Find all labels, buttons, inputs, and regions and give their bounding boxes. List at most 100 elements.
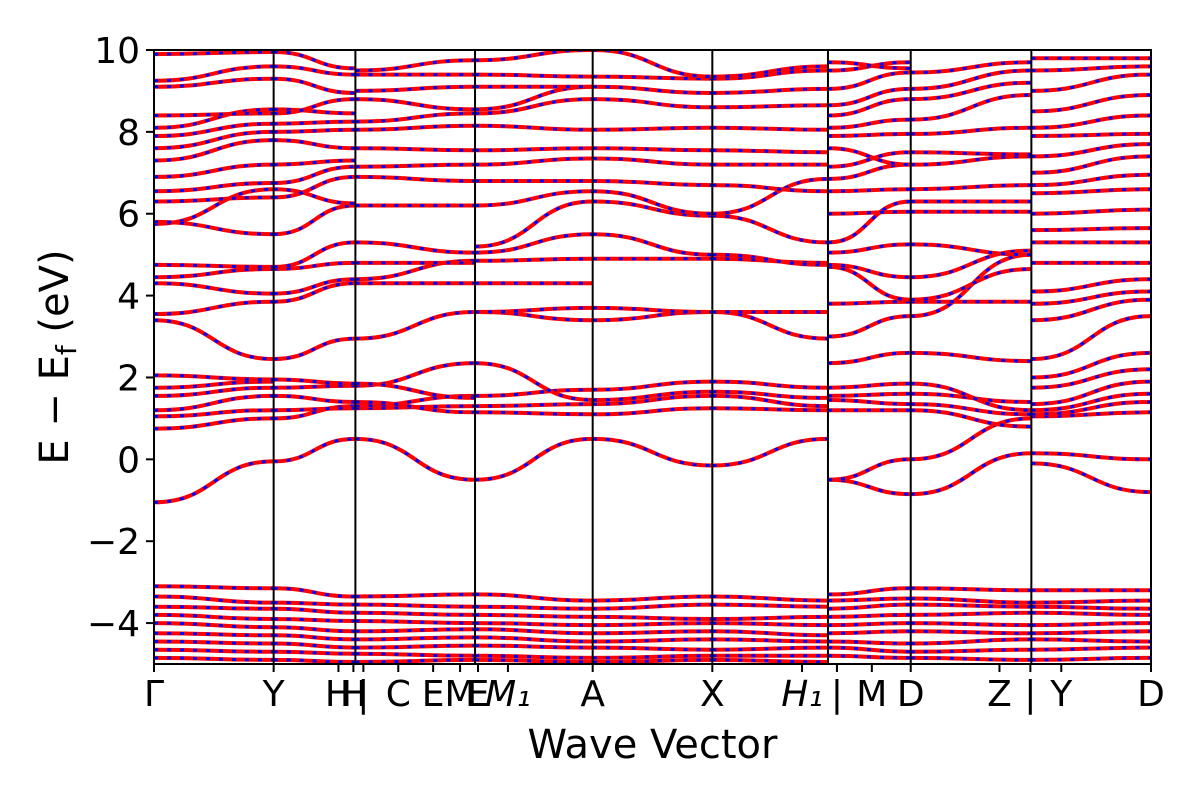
band-line-red-3-23 [474, 612, 593, 619]
band-line-red-0-23 [154, 64, 274, 83]
band-line-blue-7-18 [910, 93, 1032, 122]
band-line-red-0-29 [154, 621, 274, 630]
band-line-red-6-12 [827, 199, 911, 245]
band-line-red-5-3 [712, 379, 829, 390]
band-line-blue-8-9 [1031, 298, 1151, 322]
y-tick-label-3: 4 [117, 277, 140, 318]
band-line-blue-5-7 [712, 257, 829, 265]
band-line-red-7-15 [910, 154, 1032, 167]
band-line-blue-1-15 [273, 159, 356, 167]
band-line-red-0-26 [154, 594, 274, 605]
band-line-blue-1-13 [273, 175, 356, 199]
band-line-red-3-1 [474, 410, 593, 417]
band-line-red-2-27 [355, 643, 476, 650]
band-line-red-0-18 [154, 129, 274, 151]
band-line-red-5-0 [712, 436, 829, 468]
band-line-blue-6-11 [827, 242, 911, 255]
x-tick-label-8: E [467, 674, 490, 715]
band-line-red-4-25 [592, 645, 713, 652]
y-tick-label-6: −2 [87, 522, 140, 563]
band-line-red-0-8 [154, 299, 274, 316]
band-line-red-0-3 [154, 393, 274, 413]
x-tick-label-16: Z [987, 674, 1012, 715]
band-line-red-0-9 [154, 281, 274, 296]
band-line-red-0-4 [154, 385, 274, 398]
band-line-red-4-14 [592, 125, 713, 132]
band-line-blue-1-29 [273, 633, 356, 641]
band-line-blue-6-26 [827, 597, 911, 603]
band-line-red-8-4 [1031, 391, 1151, 413]
band-line-blue-1-27 [273, 617, 356, 623]
x-tick-label-2: H [325, 674, 352, 715]
band-line-blue-1-32 [273, 658, 356, 664]
band-line-blue-2-4 [355, 361, 476, 388]
band-line-red-0-21 [154, 111, 274, 118]
y-axis-label-main: E − E [32, 355, 78, 465]
band-line-blue-1-30 [273, 642, 356, 650]
band-line-blue-1-25 [273, 601, 356, 607]
band-line-red-7-22 [910, 586, 1032, 593]
y-tick-label-1: 8 [117, 113, 140, 154]
band-line-blue-5-14 [712, 126, 829, 132]
band-line-red-3-14 [474, 146, 593, 153]
band-line-red-3-24 [474, 621, 593, 628]
band-line-red-0-11 [154, 262, 274, 269]
band-line-blue-6-18 [827, 132, 911, 138]
x-tick-label-15: D [897, 674, 925, 715]
band-line-blue-1-23 [273, 50, 356, 70]
band-line-red-2-25 [355, 627, 476, 634]
band-line-blue-6-24 [827, 60, 911, 70]
band-line-blue-5-10 [712, 177, 829, 216]
band-line-red-2-21 [355, 592, 476, 599]
band-line-red-4-9 [592, 199, 713, 218]
band-line-red-4-6 [592, 305, 713, 314]
band-line-red-8-24 [1031, 64, 1151, 73]
band-line-red-8-28 [1031, 604, 1151, 611]
band-line-red-0-10 [154, 267, 274, 280]
band-line-red-0-25 [154, 584, 274, 591]
band-line-red-7-23 [910, 596, 1032, 605]
band-line-red-5-16 [712, 86, 829, 95]
band-line-blue-5-8 [712, 253, 829, 267]
band-line-blue-5-4 [712, 390, 829, 400]
band-line-red-7-3 [910, 402, 1032, 417]
band-line-red-3-21 [474, 592, 593, 603]
band-line-red-8-1 [1031, 451, 1151, 462]
y-tick-label-0: 10 [94, 31, 140, 72]
band-line-red-8-11 [1031, 277, 1151, 294]
band-line-blue-4-18 [592, 50, 713, 79]
band-line-blue-1-21 [273, 77, 356, 95]
band-line-blue-1-19 [273, 107, 356, 115]
x-tick-label-6: E [422, 674, 445, 715]
band-line-red-3-13 [474, 156, 593, 167]
band-line-red-4-8 [592, 232, 713, 257]
x-tick-label-12: H₁ [781, 674, 823, 715]
x-tick-label-14: M [856, 674, 887, 715]
band-line-red-4-18 [592, 50, 713, 79]
band-line-red-8-33 [1031, 645, 1151, 652]
band-line-red-4-16 [592, 84, 713, 95]
y-tick-label-4: 2 [117, 358, 140, 399]
band-line-red-7-25 [910, 610, 1032, 617]
band-line-red-8-17 [1031, 172, 1151, 188]
band-line-blue-6-33 [827, 654, 911, 660]
band-line-blue-6-20 [827, 97, 911, 117]
band-line-blue-1-31 [273, 650, 356, 656]
band-line-blue-5-18 [712, 64, 829, 79]
band-line-red-2-5 [355, 381, 476, 400]
band-line-red-4-24 [592, 637, 713, 644]
band-line-red-4-26 [592, 653, 713, 660]
band-line-red-3-3 [474, 387, 593, 398]
band-line-blue-8-0 [1031, 461, 1151, 494]
band-line-blue-5-13 [712, 148, 829, 154]
band-line-blue-3-22 [474, 605, 593, 611]
band-line-red-7-30 [910, 655, 1032, 662]
band-line-blue-6-32 [827, 646, 911, 654]
band-line-red-2-16 [355, 111, 476, 124]
band-line-red-4-20 [592, 602, 713, 611]
band-line-red-2-26 [355, 635, 476, 642]
band-line-blue-6-21 [827, 87, 911, 107]
band-line-blue-1-8 [273, 277, 356, 296]
band-line-red-0-28 [154, 612, 274, 621]
band-line-red-3-27 [474, 643, 593, 650]
